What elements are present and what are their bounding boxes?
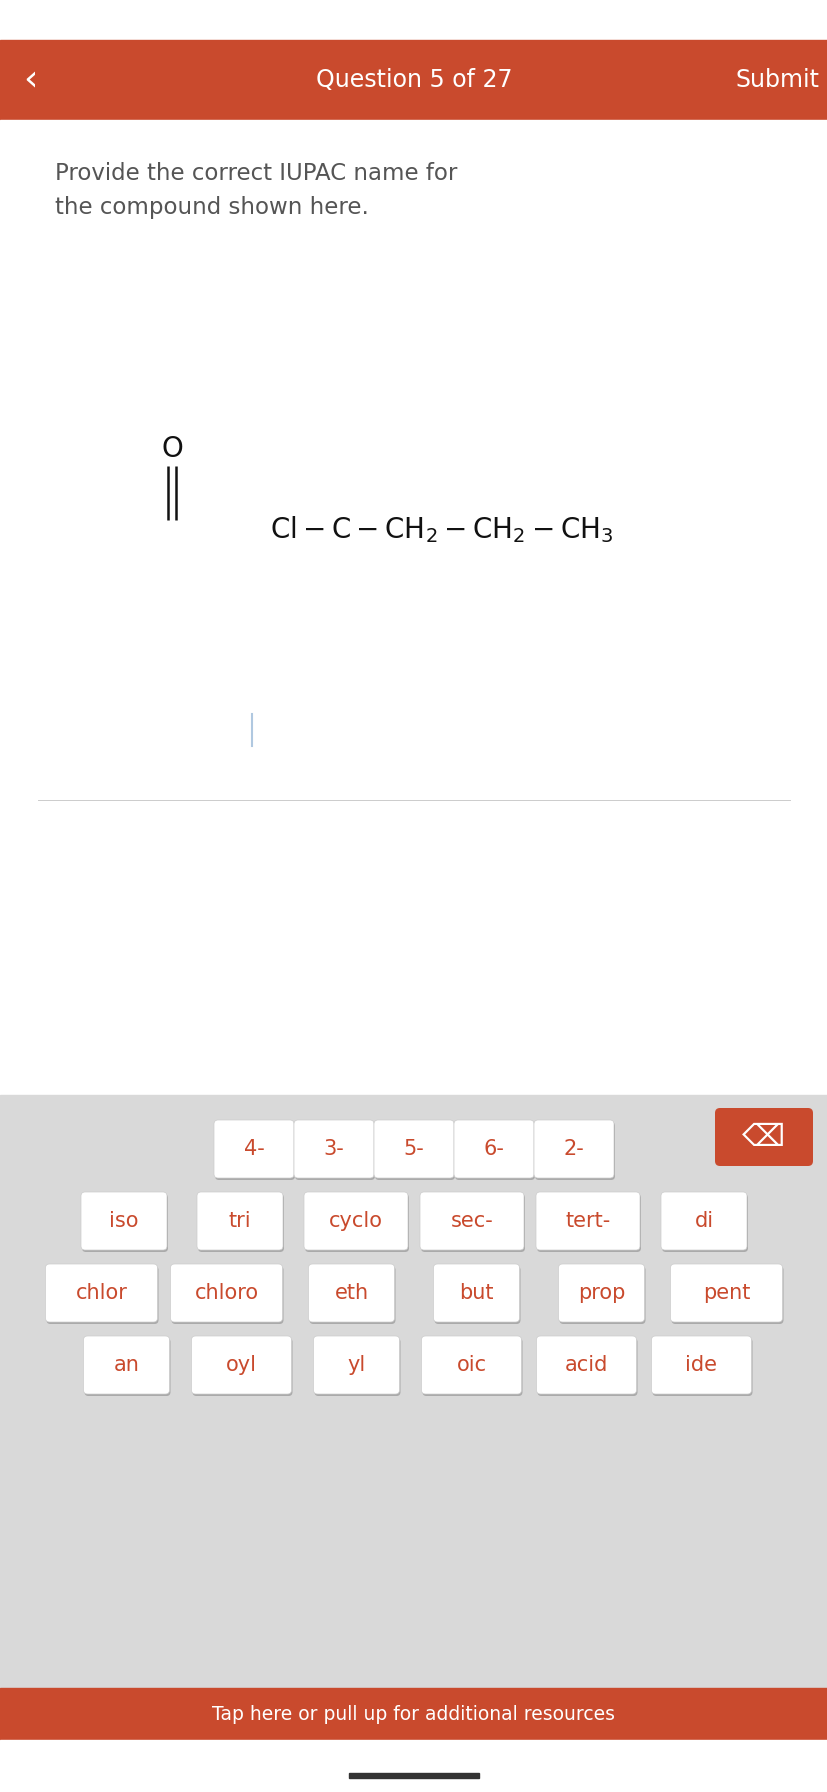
FancyBboxPatch shape	[533, 1120, 614, 1177]
Bar	[0, 39, 827, 120]
FancyBboxPatch shape	[215, 1122, 294, 1179]
Text: 2-: 2-	[563, 1140, 584, 1159]
FancyBboxPatch shape	[304, 1192, 408, 1251]
Text: Provide the correct IUPAC name for: Provide the correct IUPAC name for	[55, 161, 457, 185]
Bar	[0, 0, 827, 39]
Bar	[0, 1095, 827, 1688]
FancyBboxPatch shape	[213, 1120, 294, 1177]
Bar	[0, 1740, 827, 1792]
FancyBboxPatch shape	[670, 1263, 782, 1322]
Text: 5-: 5-	[403, 1140, 424, 1159]
Text: pent: pent	[702, 1283, 749, 1303]
Text: Tap here or pull up for additional resources: Tap here or pull up for additional resou…	[213, 1704, 614, 1724]
Text: cyclo: cyclo	[328, 1211, 383, 1231]
Text: yl: yl	[347, 1355, 366, 1374]
Text: 4-: 4-	[243, 1140, 264, 1159]
Text: prop: prop	[577, 1283, 624, 1303]
Text: chloro: chloro	[194, 1283, 258, 1303]
Text: di: di	[694, 1211, 713, 1231]
FancyBboxPatch shape	[304, 1193, 409, 1253]
FancyBboxPatch shape	[433, 1263, 519, 1322]
FancyBboxPatch shape	[171, 1265, 283, 1324]
Text: an: an	[113, 1355, 139, 1374]
Text: eth: eth	[334, 1283, 368, 1303]
FancyBboxPatch shape	[197, 1192, 283, 1251]
Text: $\mathsf{Cl{\rm -}C{\rm -}CH_2{\rm -}CH_2{\rm -}CH_3}$: $\mathsf{Cl{\rm -}C{\rm -}CH_2{\rm -}CH_…	[270, 514, 613, 545]
Text: Question 5 of 27: Question 5 of 27	[315, 68, 512, 91]
Text: tri: tri	[228, 1211, 251, 1231]
FancyBboxPatch shape	[419, 1192, 523, 1251]
Text: oyl: oyl	[226, 1355, 256, 1374]
Text: iso: iso	[109, 1211, 139, 1231]
Text: the compound shown here.: the compound shown here.	[55, 195, 369, 219]
FancyBboxPatch shape	[434, 1265, 520, 1324]
FancyBboxPatch shape	[455, 1122, 534, 1179]
FancyBboxPatch shape	[84, 1339, 170, 1396]
Bar	[0, 120, 827, 1095]
FancyBboxPatch shape	[191, 1337, 291, 1394]
FancyBboxPatch shape	[559, 1265, 645, 1324]
FancyBboxPatch shape	[46, 1265, 158, 1324]
FancyBboxPatch shape	[558, 1263, 643, 1322]
FancyBboxPatch shape	[192, 1339, 292, 1396]
FancyBboxPatch shape	[198, 1193, 284, 1253]
FancyBboxPatch shape	[374, 1120, 453, 1177]
Text: 6-: 6-	[483, 1140, 504, 1159]
Text: ⌫: ⌫	[742, 1122, 785, 1152]
FancyBboxPatch shape	[660, 1192, 746, 1251]
FancyBboxPatch shape	[715, 1107, 812, 1167]
Bar	[348, 1774, 479, 1778]
Text: acid: acid	[564, 1355, 608, 1374]
FancyBboxPatch shape	[309, 1265, 395, 1324]
FancyBboxPatch shape	[308, 1263, 394, 1322]
FancyBboxPatch shape	[375, 1122, 455, 1179]
Text: chlor: chlor	[75, 1283, 127, 1303]
Text: sec-: sec-	[450, 1211, 493, 1231]
Text: tert-: tert-	[565, 1211, 609, 1231]
FancyBboxPatch shape	[537, 1193, 640, 1253]
FancyBboxPatch shape	[81, 1192, 167, 1251]
FancyBboxPatch shape	[422, 1339, 522, 1396]
FancyBboxPatch shape	[421, 1337, 521, 1394]
FancyBboxPatch shape	[294, 1122, 375, 1179]
Text: but: but	[459, 1283, 493, 1303]
Text: ide: ide	[685, 1355, 717, 1374]
FancyBboxPatch shape	[314, 1339, 400, 1396]
Text: 3-: 3-	[323, 1140, 344, 1159]
FancyBboxPatch shape	[651, 1337, 751, 1394]
FancyBboxPatch shape	[536, 1337, 636, 1394]
Text: oic: oic	[456, 1355, 486, 1374]
FancyBboxPatch shape	[84, 1337, 170, 1394]
FancyBboxPatch shape	[535, 1192, 639, 1251]
FancyBboxPatch shape	[453, 1120, 533, 1177]
Bar	[0, 1688, 827, 1740]
FancyBboxPatch shape	[652, 1339, 752, 1396]
Text: O: O	[161, 435, 183, 462]
Text: Submit: Submit	[735, 68, 819, 91]
FancyBboxPatch shape	[45, 1263, 157, 1322]
FancyBboxPatch shape	[82, 1193, 168, 1253]
FancyBboxPatch shape	[170, 1263, 282, 1322]
FancyBboxPatch shape	[420, 1193, 524, 1253]
FancyBboxPatch shape	[294, 1120, 374, 1177]
FancyBboxPatch shape	[537, 1339, 637, 1396]
Text: ‹: ‹	[23, 63, 37, 97]
FancyBboxPatch shape	[313, 1337, 399, 1394]
FancyBboxPatch shape	[671, 1265, 782, 1324]
FancyBboxPatch shape	[662, 1193, 747, 1253]
FancyBboxPatch shape	[534, 1122, 614, 1179]
